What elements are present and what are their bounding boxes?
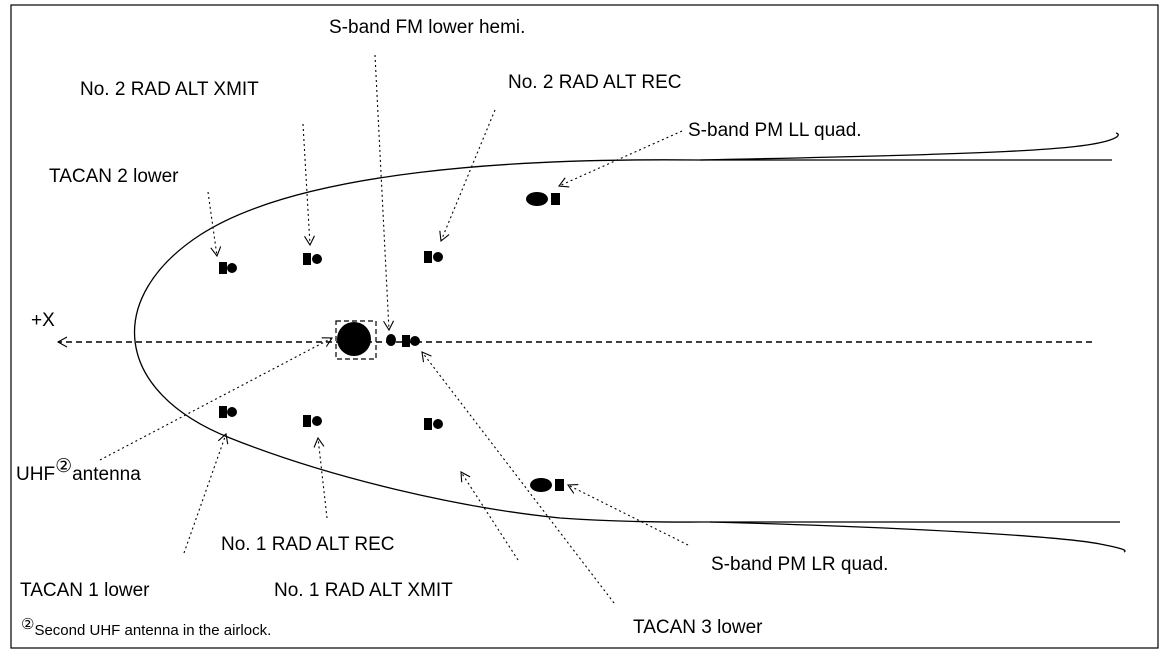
orbiter-outline <box>133 132 1126 553</box>
tacan1-lower-symbol <box>219 406 237 418</box>
leader-lines <box>99 54 689 604</box>
leader-tacan1 <box>183 432 229 554</box>
leader-s-band-fm <box>374 54 395 332</box>
wing-upper-edge <box>699 132 1119 161</box>
uhf-antenna-symbol <box>335 320 377 360</box>
leader-s-band-pm-lr <box>566 484 689 546</box>
antenna-symbols <box>219 192 564 492</box>
leader-s-band-pm-ll <box>557 130 683 188</box>
label-tacan3-lower: TACAN 3 lower <box>633 617 763 638</box>
label-tacan1-lower: TACAN 1 lower <box>20 580 150 601</box>
label-s-band-pm-lr-quad: S-band PM LR quad. <box>711 554 888 575</box>
no1-rad-alt-xmit-symbol <box>424 418 443 430</box>
leader-uhf <box>99 337 334 461</box>
no2-rad-alt-xmit-symbol <box>303 253 322 265</box>
footnote: ②Second UHF antenna in the airlock. <box>21 616 271 639</box>
nose-curve <box>133 159 711 523</box>
label-no2-rad-alt-xmit: No. 2 RAD ALT XMIT <box>80 79 259 100</box>
s-band-pm-lr-quad-symbol <box>530 478 564 492</box>
diagram-border <box>10 4 1159 649</box>
s-band-pm-ll-quad-symbol <box>526 192 560 206</box>
label-no1-rad-alt-xmit: No. 1 RAD ALT XMIT <box>274 580 453 601</box>
label-no2-rad-alt-rec: No. 2 RAD ALT REC <box>508 72 682 93</box>
label-tacan2-lower: TACAN 2 lower <box>49 166 179 187</box>
leader-no2-rad-alt-xmit <box>302 123 315 247</box>
label-no1-rad-alt-rec: No. 1 RAD ALT REC <box>221 534 395 555</box>
leader-no1-rad-alt-rec <box>313 436 328 519</box>
label-s-band-fm-lower-hemi: S-band FM lower hemi. <box>329 17 525 38</box>
tacan2-lower-symbol <box>219 262 237 274</box>
label-uhf-antenna: UHF②antenna <box>16 456 141 485</box>
leader-no1-rad-alt-xmit <box>460 471 519 561</box>
s-band-fm-lower-hemi-symbol <box>386 334 396 346</box>
leader-tacan3 <box>421 351 615 604</box>
leader-tacan2 <box>207 191 222 258</box>
label-s-band-pm-ll-quad: S-band PM LL quad. <box>688 120 862 141</box>
no1-rad-alt-rec-symbol <box>303 415 322 427</box>
wing-lower-outer-edge <box>709 521 1126 553</box>
tacan3-lower-symbol <box>402 335 420 347</box>
no2-rad-alt-rec-symbol <box>424 251 443 263</box>
leader-no2-rad-alt-rec <box>439 109 496 243</box>
axis-label: +X <box>31 310 55 331</box>
